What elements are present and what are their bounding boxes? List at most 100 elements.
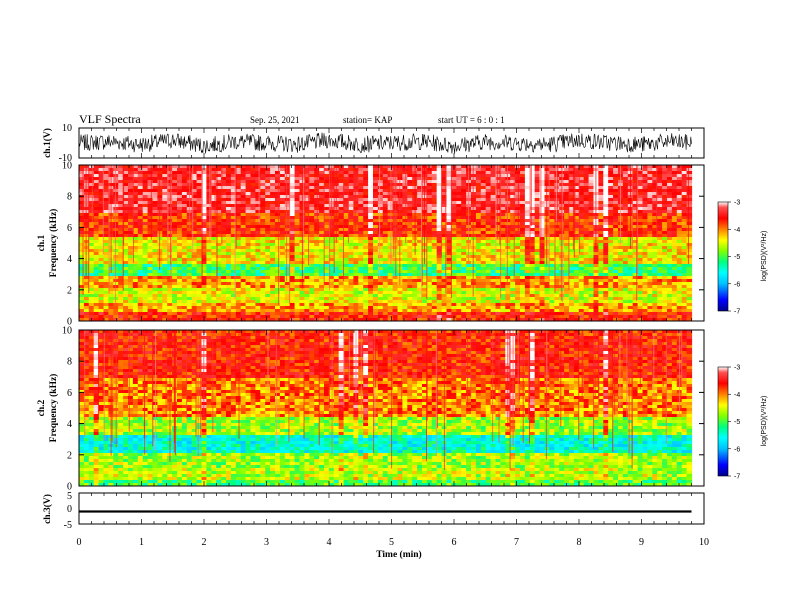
spectrogram-cell [426, 303, 433, 307]
spectrogram-cell [373, 207, 379, 211]
spectrogram-cell [240, 234, 247, 238]
spectrogram-cell [495, 183, 501, 187]
spectrogram-cell [137, 228, 144, 232]
spectrogram-cell [382, 261, 389, 265]
spectrogram-cell [245, 177, 252, 181]
spectrogram-cell [201, 189, 207, 193]
spectrogram-cell [343, 192, 350, 196]
spectrogram-cell [382, 252, 389, 256]
spectrogram-cell [544, 288, 550, 292]
spectrogram-cell [426, 216, 433, 220]
spectrogram-cell [471, 225, 477, 229]
spectrogram-cell [186, 306, 193, 310]
spectrogram-cell [490, 186, 497, 190]
spectrogram-cell [294, 201, 301, 205]
spectrogram-cell [353, 297, 359, 301]
spectrogram-cell [279, 207, 286, 211]
spectrogram-cell [373, 309, 379, 313]
spectrogram-cell [230, 222, 237, 226]
spectrogram-cell [113, 219, 119, 223]
spectrogram-cell [412, 270, 418, 274]
spectrogram-cell [260, 282, 266, 286]
spectrogram-cell [88, 168, 95, 172]
spectrogram-cell [358, 255, 364, 259]
spectrogram-cell [407, 201, 413, 205]
spectrogram-cell [328, 264, 335, 268]
spectrogram-cell [177, 174, 183, 178]
spectrogram-cell [431, 285, 438, 289]
spectrogram-cell [235, 225, 242, 229]
spectrogram-cell [524, 252, 531, 256]
spectrogram-cell [83, 222, 90, 226]
spectrogram-cell [245, 312, 252, 316]
spectrogram-cell [466, 288, 472, 292]
spectrogram-cell [407, 276, 413, 280]
spectrogram-cell [255, 234, 261, 238]
spectrogram-cell [358, 246, 364, 250]
spectrogram-cell [88, 237, 95, 241]
spectrogram-cell [426, 255, 433, 259]
spectrogram-cell [348, 303, 354, 307]
spectrogram-cell [245, 285, 252, 289]
spectrogram-cell [284, 222, 291, 226]
spectrogram-cell [113, 210, 119, 214]
spectrogram-cell [191, 264, 198, 268]
spectrogram-cell [324, 186, 330, 190]
spectrogram-cell [289, 243, 296, 247]
spectrogram-cell [191, 291, 198, 295]
spectrogram-cell [314, 297, 320, 301]
spectrogram-cell [177, 195, 183, 199]
spectrogram-cell [314, 312, 320, 316]
spectrogram-cell [279, 285, 286, 289]
spectrogram-cell [524, 264, 531, 268]
spectrogram-cell [230, 228, 237, 232]
spectrogram-cell [373, 300, 379, 304]
spectrogram-cell [343, 177, 350, 181]
spectrogram-cell [515, 261, 521, 265]
spectrogram-cell [534, 243, 541, 247]
spectrogram-cell [382, 288, 389, 292]
spectrogram-cell [123, 291, 129, 295]
spectrogram-cell [343, 204, 350, 208]
spectrogram-cell [294, 291, 301, 295]
spectrogram-cell [529, 216, 536, 220]
spectrogram-cell [172, 171, 178, 175]
spectrogram-cell [319, 237, 325, 241]
spectrogram-cell [255, 315, 261, 319]
spectrogram-cell [255, 210, 261, 214]
spectrogram-cell [245, 168, 252, 172]
spectrogram-cell [524, 225, 531, 229]
spectrogram-cell [108, 279, 114, 283]
spectrogram-cell [353, 204, 359, 208]
spectrogram-cell [456, 180, 462, 184]
spectrogram-cell [529, 174, 536, 178]
spectrogram-cell [510, 237, 516, 241]
spectrogram-cell [319, 279, 325, 283]
spectrogram-cell [426, 192, 433, 196]
spectrogram-cell [368, 261, 374, 265]
spectrogram-cell [524, 273, 531, 277]
spectrogram-cell [441, 165, 448, 169]
spectrogram-cell [83, 171, 90, 175]
spectrogram-cell [348, 309, 354, 313]
spectrogram-cell [319, 249, 325, 253]
spectrogram-cell [338, 225, 345, 229]
spectrogram-cell [446, 276, 452, 280]
spectrogram-cell [226, 237, 232, 241]
spectrogram-cell [407, 246, 413, 250]
spectrogram-cell [314, 276, 320, 280]
spectrogram-cell [544, 300, 550, 304]
spectrogram-cell [137, 231, 144, 235]
spectrogram-cell [436, 273, 443, 277]
spectrogram-cell [505, 213, 511, 217]
spectrogram-cell [108, 276, 114, 280]
spectrogram-cell [539, 291, 546, 295]
spectrogram-cell [177, 282, 183, 286]
spectrogram-cell [270, 285, 276, 289]
spectrogram-cell [505, 216, 511, 220]
spectrogram-cell [162, 264, 168, 268]
spectrogram-cell [137, 297, 144, 301]
spectrogram-cell [245, 276, 252, 280]
spectrogram-cell [221, 243, 227, 247]
spectrogram-cell [142, 189, 149, 193]
